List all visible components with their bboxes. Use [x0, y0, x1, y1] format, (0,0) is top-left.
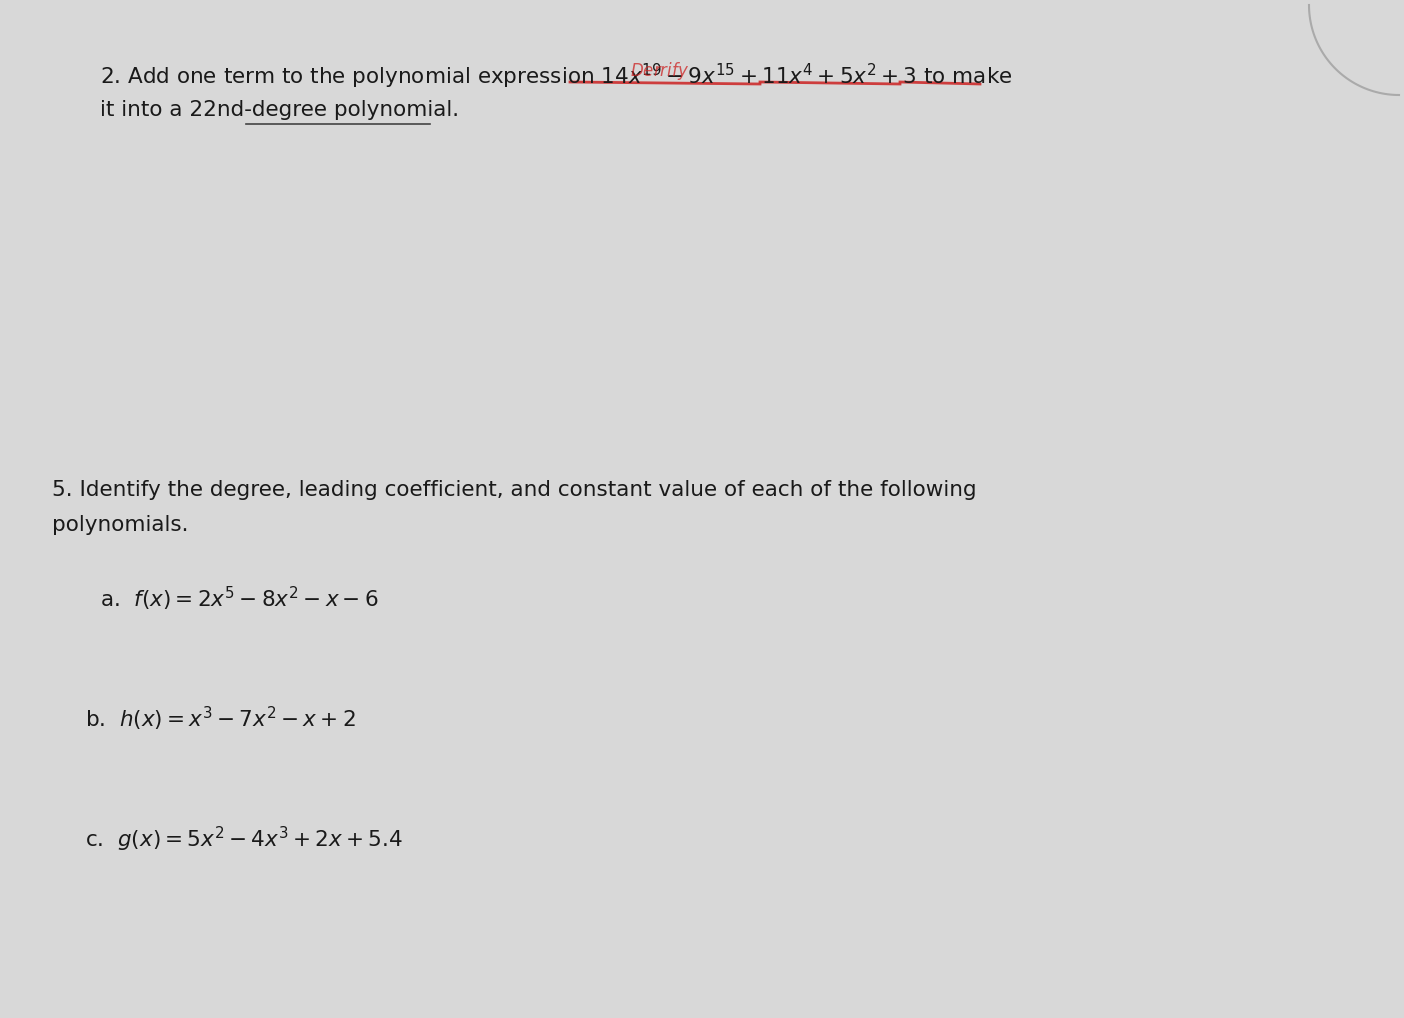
Text: 2. Add one term to the polynomial expression $14x^{19} - 9x^{15} + 11x^4 + 5x^2 : 2. Add one term to the polynomial expres… [100, 62, 1012, 92]
Text: a.  $f(x) = 2x^5 - 8x^2 - x - 6$: a. $f(x) = 2x^5 - 8x^2 - x - 6$ [100, 585, 379, 613]
Text: b.  $h(x) = x^3 - 7x^2 - x + 2$: b. $h(x) = x^3 - 7x^2 - x + 2$ [86, 705, 355, 733]
Text: it into a 22nd-degree polynomial.: it into a 22nd-degree polynomial. [100, 100, 459, 120]
Text: polynomials.: polynomials. [52, 515, 188, 535]
Text: c.  $g(x) = 5x^2 - 4x^3 + 2x + 5.4$: c. $g(x) = 5x^2 - 4x^3 + 2x + 5.4$ [86, 825, 403, 854]
Text: $\mathit{Derrify}$: $\mathit{Derrify}$ [630, 60, 689, 82]
Text: 5. Identify the degree, leading coefficient, and constant value of each of the f: 5. Identify the degree, leading coeffici… [52, 480, 977, 500]
